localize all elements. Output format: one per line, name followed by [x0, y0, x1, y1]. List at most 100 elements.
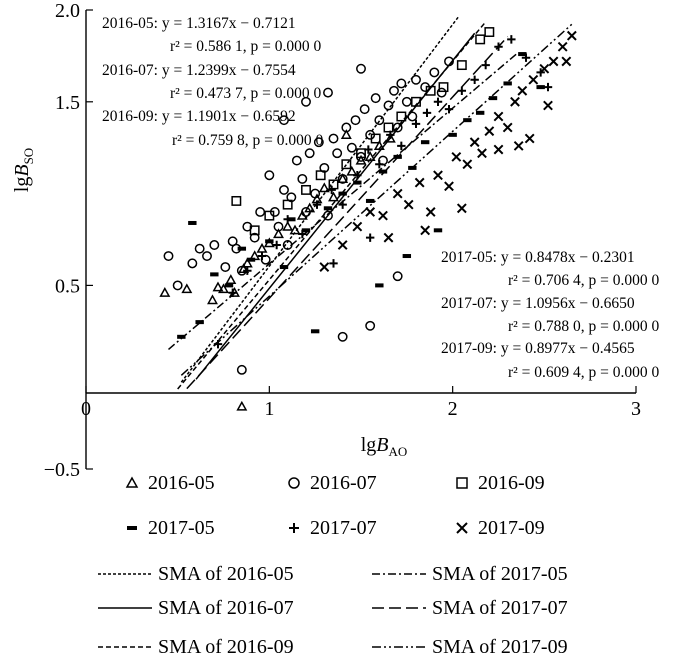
y-tick-label: 1.5 [55, 92, 80, 114]
data-point [378, 169, 388, 174]
data-point [488, 96, 498, 101]
stats-label: r² = 0.706 4, p = 0.000 0 [508, 272, 660, 289]
data-point [346, 165, 358, 176]
data-point [291, 155, 302, 166]
data-point [493, 111, 504, 122]
data-point [187, 258, 198, 269]
data-point [393, 154, 402, 159]
data-point [494, 42, 503, 51]
data-point [374, 115, 385, 126]
y-tick-label: 2.0 [55, 0, 80, 22]
data-point [323, 87, 333, 98]
data-point [172, 280, 183, 291]
data-point [517, 85, 528, 96]
stats-label: r² = 0.473 7, p = 0.000 0 [170, 85, 322, 102]
legend-line-label: SMA of 2017-09 [432, 636, 568, 658]
data-point [220, 262, 231, 272]
data-point [356, 148, 366, 159]
data-point [420, 140, 430, 145]
data-point [386, 130, 395, 140]
data-point [265, 239, 274, 244]
data-point [243, 266, 252, 275]
data-point [364, 145, 373, 154]
legend: 2016-05 2016-07 2016-09 2017-05 2017-07 2017-… [98, 472, 568, 658]
data-point [283, 215, 292, 224]
data-point [384, 132, 396, 143]
legend-label: 2017-07 [310, 517, 377, 539]
data-point [310, 329, 320, 334]
data-point [436, 87, 447, 98]
data-point [433, 97, 443, 106]
data-point [463, 118, 472, 123]
data-point [444, 104, 454, 114]
data-point [209, 240, 220, 250]
data-point [356, 63, 366, 74]
data-point [475, 110, 485, 115]
data-point [411, 119, 421, 129]
data-point [282, 240, 293, 250]
legend-label: 2017-05 [148, 517, 215, 539]
data-point [457, 86, 467, 95]
legend-label: 2016-09 [478, 472, 545, 494]
sma-line [186, 36, 509, 390]
data-point [297, 173, 308, 184]
data-point [414, 177, 425, 188]
stats-label: r² = 0.609 4, p = 0.000 0 [508, 364, 660, 381]
data-point [264, 170, 275, 181]
data-point [422, 108, 432, 118]
data-point [249, 232, 260, 243]
data-point [438, 82, 449, 93]
data-point [225, 274, 237, 285]
data-point [301, 228, 311, 233]
data-point [315, 170, 326, 181]
data-point [543, 82, 553, 92]
data-point [177, 334, 186, 339]
data-point [502, 122, 513, 133]
data-point [510, 96, 520, 107]
stats-label: r² = 0.586 1, p = 0.000 0 [170, 38, 322, 55]
legend-label: 2016-05 [148, 472, 215, 494]
data-point [207, 294, 218, 305]
data-point [448, 132, 457, 137]
data-point [365, 207, 376, 217]
data-point [273, 221, 284, 232]
equation-annotations: 2016-05: y = 1.3167x − 0.7121 r² = 0.586 … [102, 15, 660, 381]
data-point [481, 60, 490, 70]
data-point [264, 210, 275, 221]
legend-marker [127, 526, 137, 530]
legend-marker [456, 522, 468, 534]
data-point [475, 34, 486, 45]
data-point [518, 52, 527, 57]
data-point [224, 283, 234, 288]
data-point [298, 229, 307, 239]
data-point [353, 171, 362, 180]
data-point [159, 286, 171, 297]
data-point [212, 281, 224, 292]
data-point [451, 151, 462, 162]
data-point [318, 182, 330, 193]
y-axis-label: lgBSO [11, 148, 36, 192]
data-point [282, 220, 294, 231]
data-point [383, 122, 394, 133]
data-point [338, 191, 347, 196]
x-tick-label: 0 [81, 398, 91, 420]
stats-label: r² = 0.788 0, p = 0.000 0 [508, 318, 660, 335]
data-point [433, 228, 443, 233]
data-point [312, 200, 322, 209]
data-point [392, 271, 403, 282]
data-point [337, 331, 348, 342]
x-axis-label: lgBAO [361, 434, 408, 459]
data-point [202, 251, 212, 261]
data-point [470, 75, 479, 84]
data-point [469, 137, 480, 148]
axes: −0.5 0.5 1.5 2.0 0 1 2 3 lgBAO lgBSO [11, 0, 641, 481]
data-point [403, 199, 414, 210]
data-point [246, 257, 256, 262]
data-point [236, 400, 248, 411]
data-point [341, 122, 352, 133]
data-point [194, 243, 205, 254]
data-point [218, 283, 229, 294]
data-point [566, 30, 577, 41]
x-tick-label: 3 [631, 398, 641, 420]
